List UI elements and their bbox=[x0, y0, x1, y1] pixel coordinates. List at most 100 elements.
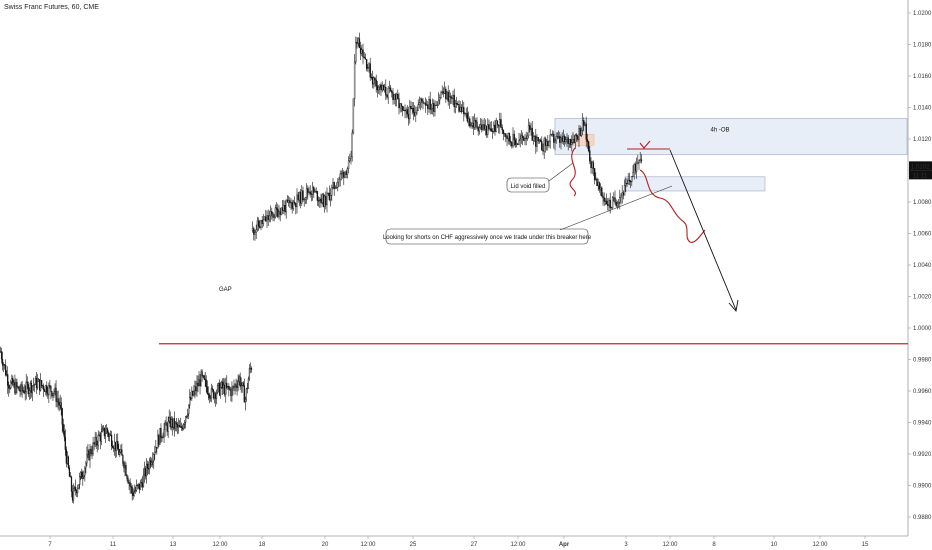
candle-body bbox=[98, 434, 100, 436]
y-tick-label: 0.9940 bbox=[913, 421, 932, 427]
shorts-callout-text: Looking for shorts on CHF aggressively o… bbox=[383, 235, 592, 241]
candle-body bbox=[622, 192, 625, 196]
candle-body bbox=[28, 390, 30, 395]
candle-body bbox=[19, 390, 21, 392]
candle-body bbox=[377, 86, 380, 91]
candle-body bbox=[566, 137, 568, 140]
candle-body bbox=[494, 124, 496, 132]
candle-body bbox=[503, 133, 506, 135]
candle-body bbox=[467, 118, 470, 122]
candle-body bbox=[26, 381, 28, 385]
candle-body bbox=[253, 228, 255, 235]
candle-body bbox=[303, 199, 305, 201]
candle-body bbox=[427, 104, 429, 109]
candle-body bbox=[430, 108, 433, 110]
candle-body bbox=[21, 384, 23, 391]
candle-body bbox=[11, 378, 13, 383]
candle-body bbox=[359, 47, 362, 54]
candle-body bbox=[531, 127, 533, 141]
candle-body bbox=[398, 98, 400, 109]
candle-body bbox=[578, 128, 580, 140]
candle-body bbox=[176, 424, 179, 428]
candle-body bbox=[152, 460, 154, 463]
candle-body bbox=[34, 377, 37, 385]
candle-body bbox=[109, 434, 112, 436]
candle-body bbox=[495, 120, 497, 132]
candle-body bbox=[135, 485, 137, 491]
candle-body bbox=[289, 200, 291, 203]
candle-body bbox=[103, 427, 106, 437]
lid-callout-text: Lid void filled bbox=[511, 184, 546, 190]
arrow-head-icon bbox=[728, 299, 739, 312]
candle-body bbox=[173, 418, 175, 429]
candle-body bbox=[94, 436, 96, 445]
candle-body bbox=[0, 351, 2, 353]
candle-body bbox=[192, 390, 194, 396]
x-tick-label: 18 bbox=[259, 542, 266, 548]
candle-body bbox=[246, 388, 248, 390]
countdown-tag bbox=[909, 170, 932, 180]
candle-body bbox=[351, 132, 353, 158]
shorts-callout-pointer bbox=[559, 185, 673, 231]
candle-body bbox=[167, 421, 169, 432]
candle-body bbox=[171, 418, 173, 428]
candle-body bbox=[417, 104, 419, 111]
candle-body bbox=[579, 128, 581, 136]
gap-label: GAP bbox=[219, 287, 232, 293]
candle-body bbox=[267, 215, 269, 220]
candle-body bbox=[326, 192, 328, 206]
candle-body bbox=[117, 441, 119, 450]
candle-body bbox=[69, 476, 72, 478]
candle-body bbox=[266, 215, 268, 222]
candle-body bbox=[175, 422, 178, 425]
candle-body bbox=[518, 140, 520, 145]
candle-body bbox=[367, 67, 369, 69]
candle-body bbox=[358, 38, 361, 49]
candle-body bbox=[560, 137, 562, 143]
candle-body bbox=[12, 378, 14, 386]
countdown-text: 11:11 bbox=[913, 173, 928, 179]
candle-body bbox=[13, 382, 15, 386]
candle-body bbox=[514, 139, 517, 146]
candle-body bbox=[55, 387, 57, 402]
candle-body bbox=[589, 150, 591, 162]
candle-body bbox=[465, 113, 467, 115]
candle-body bbox=[393, 94, 395, 100]
candle-body bbox=[146, 463, 149, 469]
candle-body bbox=[20, 384, 22, 392]
candle-body bbox=[343, 171, 345, 178]
candle-body bbox=[355, 42, 357, 63]
candle-body bbox=[194, 386, 196, 392]
candle-body bbox=[284, 205, 286, 213]
candle-body bbox=[86, 454, 88, 464]
candle-body bbox=[275, 207, 278, 210]
candle-body bbox=[574, 134, 577, 143]
candle-body bbox=[291, 202, 293, 209]
candle-body bbox=[361, 49, 363, 54]
candle-body bbox=[501, 127, 503, 131]
breaker-zone bbox=[624, 176, 766, 192]
candle-body bbox=[506, 136, 508, 139]
candle-body bbox=[128, 482, 130, 484]
projection-arrow-line bbox=[669, 149, 737, 311]
candle-body bbox=[141, 482, 144, 488]
candle-body bbox=[493, 124, 495, 132]
candle-body bbox=[368, 63, 370, 68]
candle-body bbox=[323, 195, 326, 207]
candle-body bbox=[31, 385, 34, 393]
ob-zone-label: 4h -OB bbox=[710, 128, 729, 134]
candle-body bbox=[341, 171, 344, 174]
candle-body bbox=[107, 432, 110, 437]
candle-body bbox=[16, 382, 18, 388]
candle-body bbox=[382, 84, 385, 91]
candle-body bbox=[7, 374, 9, 386]
candle-body bbox=[156, 447, 158, 449]
candle-body bbox=[0, 351, 3, 360]
candle-body bbox=[2, 364, 5, 366]
candle-body bbox=[611, 197, 614, 208]
candle-body bbox=[143, 468, 146, 476]
candle-body bbox=[244, 399, 246, 403]
candle-body bbox=[373, 77, 375, 85]
candle-body bbox=[539, 139, 542, 142]
